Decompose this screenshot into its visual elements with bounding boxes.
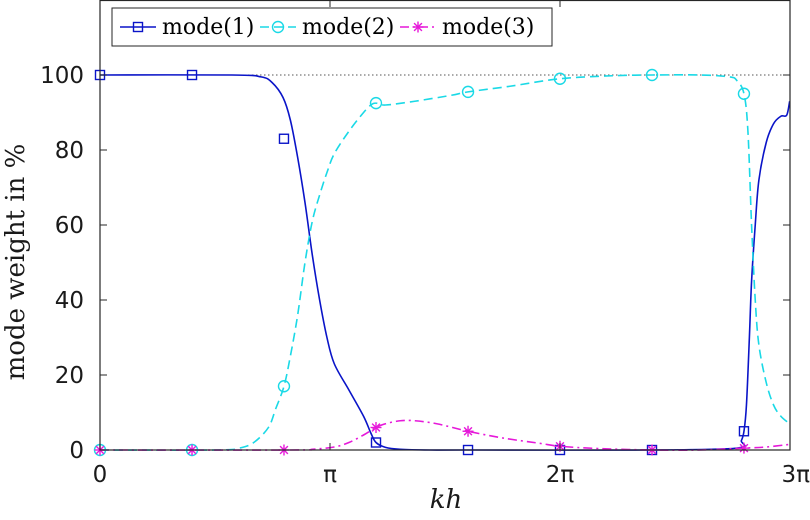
series-line-mode-3 xyxy=(99,419,790,452)
legend-label: mode(1) xyxy=(162,15,254,40)
series-3-marker xyxy=(462,425,474,437)
series-1-marker xyxy=(186,69,198,81)
legend-marker xyxy=(132,21,144,33)
y-tick-label: 20 xyxy=(55,363,84,389)
series-line-mode-2 xyxy=(99,74,791,451)
x-tick-label: 3π xyxy=(782,462,810,488)
legend: mode(1) mode(2) mode(3) xyxy=(111,7,553,47)
series-layer xyxy=(93,68,791,457)
legend-entry-mode-3: mode(3) xyxy=(400,15,534,40)
plot-frame xyxy=(99,0,791,451)
legend-entry-mode-1: mode(1) xyxy=(120,15,254,40)
series-1-marker xyxy=(278,133,290,144)
y-tick-label: 60 xyxy=(55,213,84,239)
series-2-marker xyxy=(369,96,383,110)
axes: 0 π 2π 3π 0 20 40 60 80 100 xyxy=(40,0,810,488)
series-3-marker xyxy=(370,422,382,433)
legend-box xyxy=(111,7,553,47)
legend-entry-mode-2: mode(2) xyxy=(260,15,394,40)
series-line-mode-1 xyxy=(99,74,791,451)
x-tick-label: 0 xyxy=(93,462,108,488)
series-1-marker xyxy=(738,426,750,437)
legend-label: mode(3) xyxy=(442,15,534,40)
series-2-marker xyxy=(461,85,475,99)
y-tick-label: 100 xyxy=(40,63,84,89)
series-3-marker xyxy=(738,442,750,454)
y-tick-label: 40 xyxy=(55,288,84,314)
series-2-marker xyxy=(277,380,291,393)
y-tick-label: 80 xyxy=(55,138,84,164)
legend-label: mode(2) xyxy=(302,15,394,40)
x-axis-label: kh xyxy=(430,485,463,515)
series-2-marker xyxy=(553,72,567,85)
legend-marker xyxy=(271,20,285,34)
x-tick-label: 2π xyxy=(546,462,575,488)
legend-marker xyxy=(412,21,424,33)
y-tick-label: 0 xyxy=(69,438,84,464)
x-tick-label: π xyxy=(323,462,337,488)
series-2-marker xyxy=(737,87,751,100)
series-1-marker xyxy=(370,437,382,448)
series-2-marker xyxy=(645,68,659,82)
y-axis-label: mode weight in % xyxy=(1,144,31,381)
